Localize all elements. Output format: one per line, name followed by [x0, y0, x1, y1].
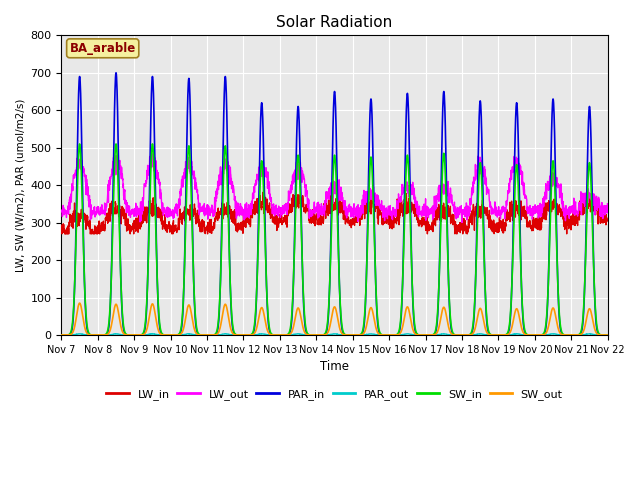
Line: LW_in: LW_in	[61, 192, 607, 234]
PAR_in	[210, 332, 218, 338]
LW_out	[458, 220, 466, 226]
PAR_out	[211, 332, 218, 338]
PAR_out	[363, 331, 371, 337]
LW_out	[58, 207, 65, 213]
Line: SW_in: SW_in	[61, 144, 607, 335]
LW_out	[362, 193, 370, 199]
SW_out	[604, 332, 611, 338]
LW_in	[58, 231, 66, 237]
PAR_out	[556, 332, 563, 337]
LW_in	[351, 223, 358, 228]
Line: LW_out: LW_out	[61, 154, 607, 223]
LW_in	[210, 226, 218, 231]
LW_out	[571, 211, 579, 216]
PAR_out	[351, 332, 358, 338]
SW_out	[76, 300, 83, 306]
SW_in	[210, 332, 218, 337]
Line: PAR_in: PAR_in	[61, 73, 607, 335]
SW_in	[58, 332, 65, 338]
SW_out	[210, 332, 218, 338]
LW_out	[604, 201, 611, 206]
PAR_in	[112, 70, 120, 76]
LW_out	[149, 151, 157, 156]
LW_out	[556, 195, 563, 201]
SW_in	[493, 332, 501, 338]
PAR_in	[556, 316, 563, 322]
LW_in	[493, 225, 501, 230]
PAR_out	[604, 332, 611, 338]
Line: SW_out: SW_out	[61, 303, 607, 335]
SW_out	[351, 332, 358, 338]
LW_in	[604, 218, 611, 224]
SW_out	[493, 332, 501, 338]
LW_out	[493, 214, 501, 220]
PAR_out	[60, 332, 67, 338]
PAR_in	[493, 332, 501, 338]
SW_out	[58, 332, 65, 338]
PAR_out	[58, 332, 65, 338]
PAR_out	[571, 332, 579, 338]
PAR_in	[58, 332, 65, 338]
LW_out	[351, 209, 358, 215]
Text: BA_arable: BA_arable	[70, 42, 136, 55]
SW_out	[362, 324, 370, 330]
PAR_out	[149, 331, 157, 336]
LW_in	[556, 209, 563, 215]
Title: Solar Radiation: Solar Radiation	[276, 15, 393, 30]
SW_in	[556, 312, 563, 318]
LW_in	[363, 205, 371, 211]
SW_out	[571, 332, 579, 338]
PAR_in	[362, 282, 370, 288]
PAR_in	[351, 332, 358, 338]
PAR_in	[604, 332, 611, 338]
PAR_in	[571, 332, 579, 338]
LW_in	[58, 225, 65, 231]
SW_in	[351, 332, 358, 338]
LW_in	[571, 222, 579, 228]
SW_in	[604, 332, 611, 338]
PAR_out	[493, 332, 501, 337]
X-axis label: Time: Time	[320, 360, 349, 373]
Legend: LW_in, LW_out, PAR_in, PAR_out, SW_in, SW_out: LW_in, LW_out, PAR_in, PAR_out, SW_in, S…	[102, 384, 567, 404]
Line: PAR_out: PAR_out	[61, 334, 607, 335]
Y-axis label: LW, SW (W/m2), PAR (umol/m2/s): LW, SW (W/m2), PAR (umol/m2/s)	[15, 98, 25, 272]
SW_in	[362, 281, 370, 287]
LW_in	[259, 190, 267, 195]
LW_out	[210, 213, 218, 219]
SW_out	[556, 329, 563, 335]
SW_in	[76, 141, 83, 147]
SW_in	[571, 332, 579, 338]
